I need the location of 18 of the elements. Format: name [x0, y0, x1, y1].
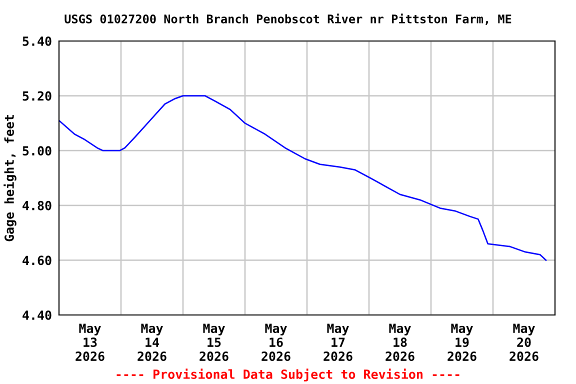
chart-title: USGS 01027200 North Branch Penobscot River nr Pittston Farm, ME: [64, 14, 512, 25]
y-tick-label: 4.80: [22, 200, 52, 210]
y-tick-label: 5.00: [22, 146, 52, 156]
x-tick-label: May 20 2026: [510, 324, 538, 362]
line-series: [59, 95, 547, 261]
x-tick-label: May 18 2026: [386, 324, 414, 362]
x-tick-label: May 14 2026: [138, 324, 166, 362]
x-tick-label: May 19 2026: [448, 324, 476, 362]
x-tick-label: May 16 2026: [262, 324, 290, 362]
x-tick-label: May 15 2026: [200, 324, 228, 362]
y-tick-label: 5.40: [22, 36, 52, 46]
y-tick-label: 4.40: [22, 310, 52, 320]
y-tick-label: 4.60: [22, 256, 52, 266]
x-tick-label: May 13 2026: [76, 324, 104, 362]
text: ---- Provisional Data Subject to Revision ----: [116, 368, 460, 382]
x-tick-label: May 17 2026: [324, 324, 352, 362]
y-axis-title: Gage height, feet: [4, 115, 16, 242]
y-tick-label: 5.20: [22, 91, 52, 101]
